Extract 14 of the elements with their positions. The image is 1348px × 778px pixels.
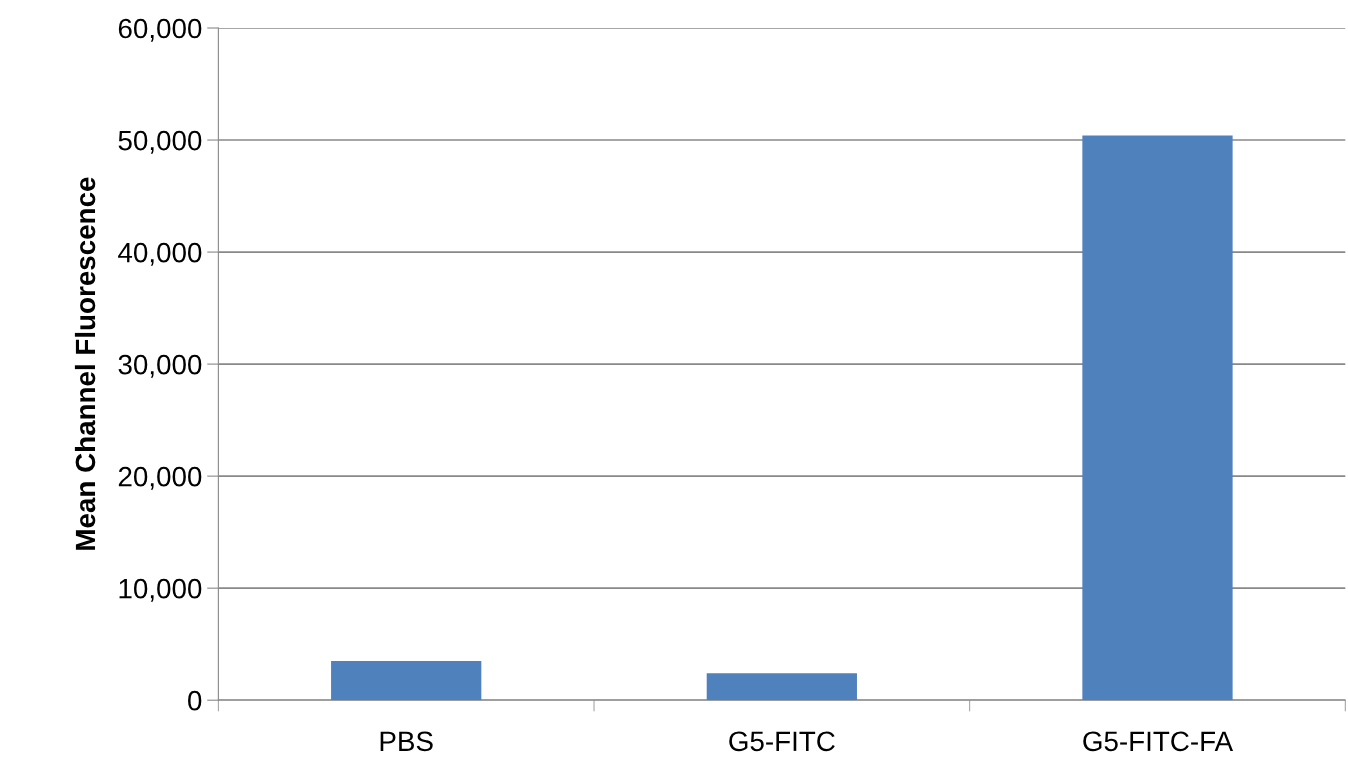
x-tick-label: G5-FITC: [729, 731, 835, 752]
y-tick-label: 60,000: [118, 18, 202, 42]
y-tick-label: 30,000: [118, 354, 202, 378]
bar: [706, 673, 857, 701]
y-axis-title: Mean Channel Fluorescence: [74, 177, 96, 550]
x-tick-label: PBS: [380, 731, 433, 752]
y-tick-label: 40,000: [118, 242, 202, 266]
bar: [331, 660, 482, 701]
y-tick-label: 20,000: [118, 466, 202, 490]
y-tick-label: 50,000: [118, 130, 202, 154]
y-tick-label: 0: [188, 690, 202, 711]
x-tick-label: G5-FITC-FA: [1083, 731, 1234, 752]
bar: [1082, 135, 1233, 701]
y-tick-label: 10,000: [119, 578, 202, 602]
